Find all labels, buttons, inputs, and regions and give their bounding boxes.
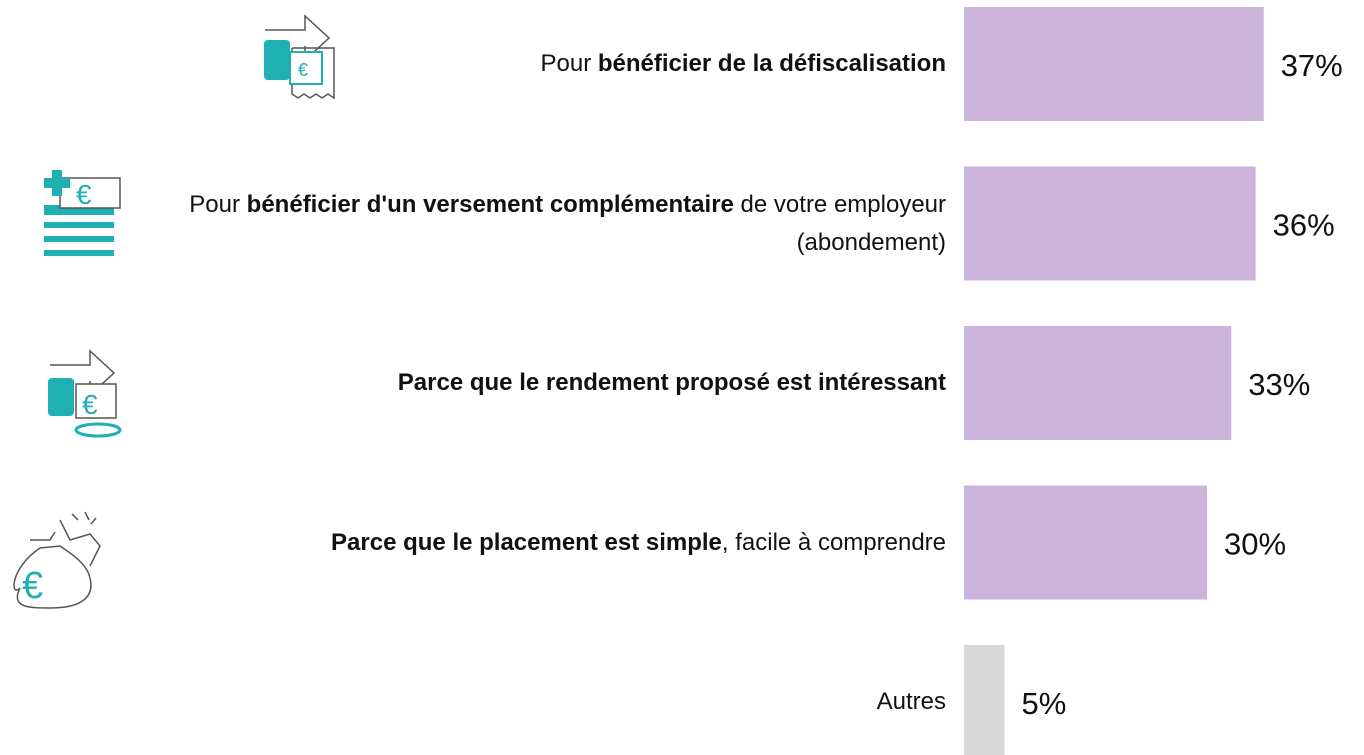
label-segment: Pour — [189, 190, 247, 218]
svg-text:€: € — [82, 389, 98, 420]
value-label: 37% — [1281, 48, 1343, 83]
bar — [964, 326, 1232, 440]
bar — [964, 645, 1005, 755]
svg-text:€: € — [22, 565, 43, 607]
label-segment: Pour — [540, 50, 598, 77]
svg-text:€: € — [298, 60, 308, 80]
label-segment: Parce que le placement est simple — [331, 528, 722, 556]
value-label: 5% — [1022, 686, 1067, 721]
bar — [964, 166, 1256, 281]
label-segment: bénéficier de la défiscalisation — [597, 50, 946, 77]
category-label: Autres — [646, 683, 946, 721]
icon-bonus: € — [44, 170, 121, 256]
value-label: 33% — [1248, 367, 1310, 402]
category-label: Pour bénéficier d'un versement complémen… — [166, 186, 946, 262]
label-segment: de votre employeur (abondement) — [733, 190, 953, 256]
bar — [964, 485, 1207, 600]
category-label: Pour bénéficier de la défiscalisation — [186, 45, 946, 83]
label-segment: Autres — [876, 688, 946, 715]
label-segment: , facile à comprendre — [721, 528, 946, 556]
label-segment: bénéficier d'un versement complémentaire — [246, 190, 734, 218]
icon-money-bag: € — [13, 511, 101, 609]
icon-tax: € — [264, 14, 335, 100]
label-segment: Parce que le rendement proposé est intér… — [397, 369, 946, 396]
value-label: 36% — [1273, 208, 1335, 243]
value-label: 30% — [1224, 527, 1286, 562]
category-label: Parce que le placement est simple, facil… — [296, 524, 946, 562]
category-label: Parce que le rendement proposé est intér… — [186, 364, 946, 402]
bar — [964, 7, 1264, 121]
icon-yield: € — [48, 349, 122, 438]
svg-text:€: € — [76, 179, 92, 210]
